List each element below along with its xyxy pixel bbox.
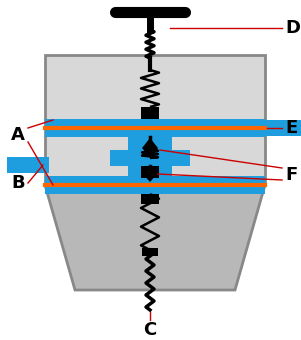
- Bar: [110, 150, 190, 166]
- Text: A: A: [11, 126, 25, 144]
- Text: B: B: [11, 174, 25, 192]
- Text: E: E: [285, 119, 297, 137]
- Text: D: D: [285, 19, 300, 37]
- Text: C: C: [143, 321, 157, 339]
- Text: F: F: [285, 166, 297, 184]
- Bar: [263, 120, 301, 136]
- Bar: [7, 157, 49, 173]
- Bar: [45, 55, 265, 185]
- Polygon shape: [143, 166, 157, 182]
- Bar: [141, 194, 159, 204]
- Bar: [141, 107, 159, 119]
- Polygon shape: [142, 138, 158, 158]
- Polygon shape: [45, 185, 265, 290]
- Bar: [45, 119, 265, 137]
- Bar: [141, 166, 159, 178]
- Bar: [142, 248, 158, 256]
- Bar: [45, 176, 265, 194]
- Bar: [128, 137, 172, 176]
